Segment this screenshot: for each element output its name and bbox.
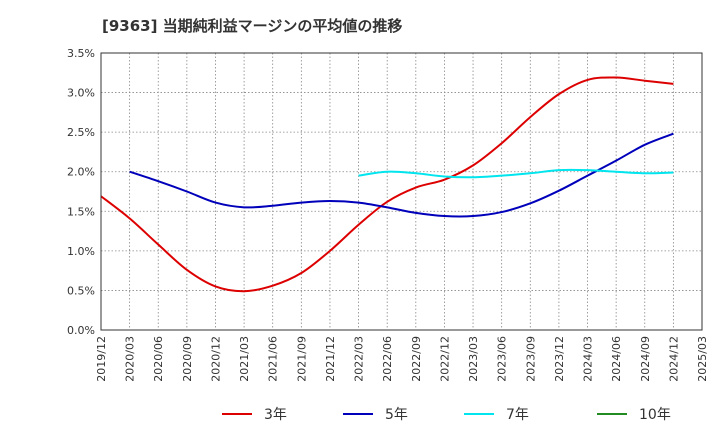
x-tick-label: 2024/12 (667, 336, 680, 382)
x-tick-label: 2021/12 (324, 336, 337, 382)
legend-label: 5年 (385, 407, 408, 423)
x-tick-label: 2022/12 (438, 336, 451, 382)
y-tick-label: 1.0% (67, 245, 95, 258)
chart-title: [9363] 当期純利益マージンの平均値の推移 (102, 17, 402, 35)
series-line-3 (358, 168, 674, 179)
x-tick-label: 2024/09 (639, 336, 652, 382)
y-tick-label: 2.5% (67, 126, 95, 139)
series-line-2 (129, 132, 674, 218)
y-tick-label: 0.0% (67, 324, 95, 337)
legend-label: 7年 (506, 407, 529, 423)
x-tick-label: 2021/03 (238, 336, 251, 382)
x-tick-label: 2021/09 (295, 336, 308, 382)
legend-label: 10年 (639, 407, 671, 423)
y-tick-label: 0.5% (67, 284, 95, 297)
y-tick-label: 3.0% (67, 87, 95, 100)
y-axis: 0.0% 0.5% 1.0% 1.5% 2.0% 2.5% 3.0% 3.5% (67, 47, 95, 337)
x-tick-label: 2025/03 (696, 336, 709, 382)
y-tick-label: 3.5% (67, 47, 95, 60)
x-tick-label: 2024/06 (610, 336, 623, 382)
plot-frame (100, 52, 703, 331)
x-tick-label: 2023/12 (553, 336, 566, 382)
x-tick-label: 2020/06 (152, 336, 165, 382)
legend: 3年 5年 7年 10年 (222, 407, 671, 423)
y-tick-label: 1.5% (67, 205, 95, 218)
x-tick-label: 2022/03 (353, 336, 366, 382)
x-tick-label: 2022/06 (381, 336, 394, 382)
grid (101, 53, 702, 330)
x-tick-label: 2022/09 (410, 336, 423, 382)
x-tick-label: 2020/12 (209, 336, 222, 382)
series-lines (100, 76, 674, 293)
x-tick-label: 2020/09 (181, 336, 194, 382)
x-axis: 2019/12 2020/03 2020/06 2020/09 2020/12 2021/… (95, 336, 709, 382)
x-tick-label: 2020/03 (124, 336, 137, 382)
x-tick-label: 2021/06 (267, 336, 280, 382)
y-tick-label: 2.0% (67, 166, 95, 179)
x-tick-label: 2023/03 (467, 336, 480, 382)
x-tick-label: 2024/03 (582, 336, 595, 382)
series-line-1 (100, 76, 674, 293)
x-tick-label: 2019/12 (95, 336, 108, 382)
legend-label: 3年 (264, 407, 287, 423)
x-tick-label: 2023/09 (524, 336, 537, 382)
x-tick-label: 2023/06 (496, 336, 509, 382)
